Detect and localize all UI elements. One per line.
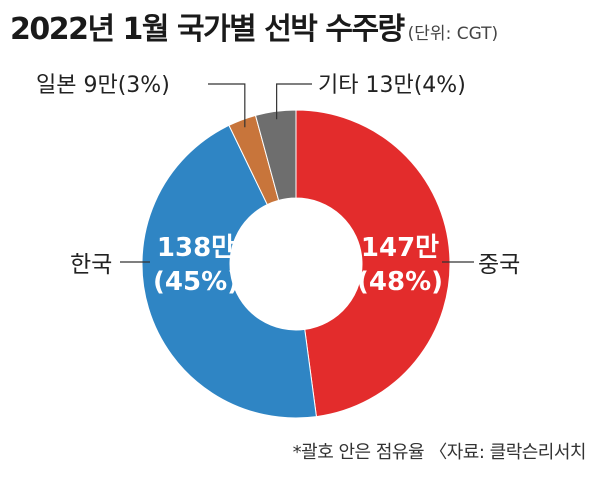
donut-slices xyxy=(141,109,451,419)
korea-share-label: (45%) xyxy=(153,267,239,297)
footnote: *괄호 안은 점유율 〈자료: 클락슨리서치 xyxy=(292,442,587,463)
slice-china xyxy=(295,109,451,418)
korea-value-label: 138만 xyxy=(157,233,235,263)
china-share-label: (48%) xyxy=(357,267,443,297)
title-text: 2022년 1월 국가별 선박 수주량 xyxy=(10,12,405,47)
unit-note: (단위: CGT) xyxy=(407,24,499,44)
leader-lines xyxy=(120,83,474,263)
leader-line-japan xyxy=(208,83,246,128)
slice-labels: 147만 (48%) 138만 (45%) 한국 중국 일본 9만(3%) 기타 13만(4%… xyxy=(36,73,520,297)
leader-line-other xyxy=(276,83,312,120)
slice-other xyxy=(254,109,297,201)
china-name-label: 중국 xyxy=(478,252,520,278)
japan-label: 일본 9만(3%) xyxy=(36,73,170,98)
china-value-label: 147만 xyxy=(361,233,439,263)
other-label: 기타 13만(4%) xyxy=(318,73,466,98)
chart-title: 2022년 1월 국가별 선박 수주량 (단위: CGT) xyxy=(10,4,498,48)
slice-korea xyxy=(141,124,317,419)
korea-name-label: 한국 xyxy=(70,252,112,278)
